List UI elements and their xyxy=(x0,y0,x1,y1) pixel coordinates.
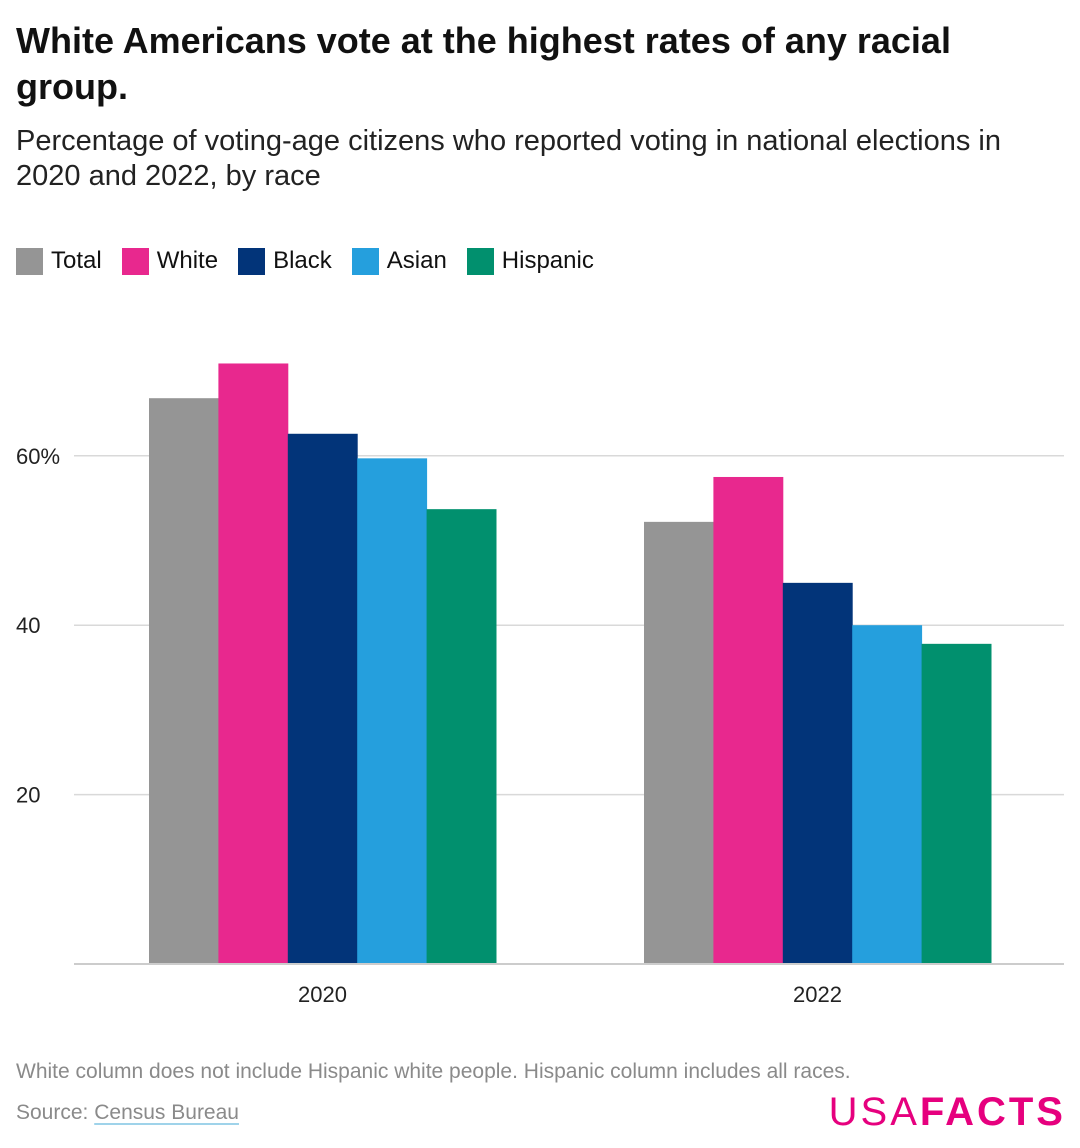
x-tick-label: 2020 xyxy=(298,982,347,1007)
legend-label: Asian xyxy=(386,247,447,274)
y-tick-label: 60% xyxy=(16,444,60,469)
legend-swatch xyxy=(238,247,266,275)
legend-item-asian: Asian xyxy=(351,247,447,275)
source-line: Source: Census Bureau xyxy=(16,1101,239,1125)
legend-swatch xyxy=(16,247,43,275)
legend-swatch xyxy=(351,247,379,275)
bar-asian-2020 xyxy=(357,458,428,964)
legend-label: Total xyxy=(51,247,102,274)
bar-black-2022 xyxy=(782,582,853,964)
bar-hispanic-2022 xyxy=(921,643,992,964)
source-prefix: Source: xyxy=(16,1101,95,1124)
bar-total-2022 xyxy=(644,521,714,964)
legend-swatch xyxy=(121,247,149,275)
logo-usa: USA xyxy=(828,1090,920,1134)
footnote: White column does not include Hispanic w… xyxy=(16,1060,851,1083)
bar-white-2022 xyxy=(713,476,784,964)
x-tick-label: 2022 xyxy=(793,982,842,1007)
legend-item-hispanic: Hispanic xyxy=(466,247,594,275)
bar-black-2020 xyxy=(287,433,358,964)
legend-item-white: White xyxy=(121,247,219,275)
chart-subtitle: Percentage of voting-age citizens who re… xyxy=(16,125,1001,192)
legend-label: Black xyxy=(273,247,332,274)
usafacts-logo: USAFACTS xyxy=(829,1090,1066,1135)
bar-white-2020 xyxy=(218,363,289,964)
legend-item-black: Black xyxy=(238,247,332,275)
bar-asian-2022 xyxy=(852,625,923,964)
bar-chart: 20 40 60% 2020 2022 xyxy=(16,363,1064,1007)
legend-label: Hispanic xyxy=(501,247,594,274)
bar-total-2020 xyxy=(149,398,219,965)
legend: Total White Black Asian Hispanic xyxy=(16,247,614,275)
chart-title: White Americans vote at the highest rate… xyxy=(16,20,951,107)
legend-item-total: Total xyxy=(16,247,102,275)
bar-hispanic-2020 xyxy=(426,509,497,964)
y-tick-label: 40 xyxy=(16,613,40,638)
logo-facts: FACTS xyxy=(919,1090,1066,1134)
legend-label: White xyxy=(156,247,219,274)
legend-swatch xyxy=(466,247,494,275)
source-link[interactable]: Census Bureau xyxy=(94,1101,239,1124)
y-tick-label: 20 xyxy=(16,783,40,808)
